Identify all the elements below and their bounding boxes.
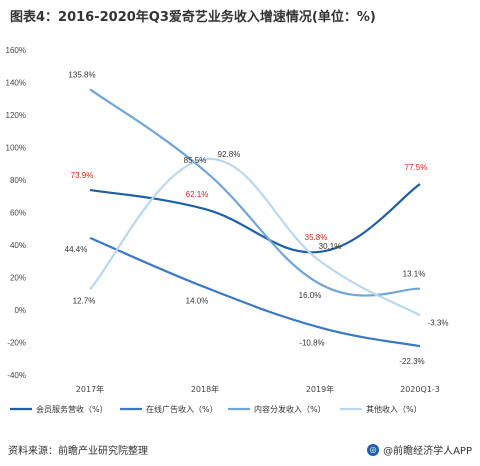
x-tick-label: 2020Q1-3 xyxy=(400,385,440,394)
data-label: 73.9% xyxy=(71,171,94,180)
y-tick-label: 120% xyxy=(6,111,26,120)
y-tick-label: 100% xyxy=(6,144,26,153)
brand-note: ◎ @前瞻经济学人APP xyxy=(367,442,472,457)
series-line-0 xyxy=(89,183,421,254)
chart-title: 图表4：2016-2020年Q3爱奇艺业务收入增速情况(单位：%) xyxy=(10,10,376,25)
data-label: 62.1% xyxy=(186,190,209,199)
brand-text: @前瞻经济学人APP xyxy=(383,446,472,457)
legend-label-2: 内容分发收入（%） xyxy=(254,404,326,414)
x-tick-label: 2018年 xyxy=(191,384,219,394)
x-tick-label: 2019年 xyxy=(306,384,334,394)
data-label: -3.3% xyxy=(428,318,449,327)
brand-logo-icon: ◎ xyxy=(367,443,380,456)
data-label: 85.5% xyxy=(184,156,207,165)
series-line-3 xyxy=(89,158,421,317)
data-label: 44.4% xyxy=(65,245,88,254)
y-tick-label: 160% xyxy=(6,46,26,55)
y-tick-label: 60% xyxy=(10,209,26,218)
y-tick-label: 40% xyxy=(10,241,26,250)
legend-label-1: 在线广告收入（%） xyxy=(146,404,218,414)
y-tick-label: 140% xyxy=(6,79,26,88)
data-label: 30.1% xyxy=(319,242,342,251)
data-label: 16.0% xyxy=(299,291,322,300)
source-note: 资料来源：前瞻产业研究院整理 xyxy=(8,446,148,457)
x-tick-label: 2017年 xyxy=(76,384,104,394)
data-label: -22.3% xyxy=(399,357,424,366)
data-label: 77.5% xyxy=(405,163,428,172)
data-label: 13.1% xyxy=(403,270,426,279)
y-tick-label: 80% xyxy=(10,176,26,185)
data-label: 135.8% xyxy=(68,70,95,79)
y-tick-label: 20% xyxy=(10,274,26,283)
y-tick-label: 0% xyxy=(14,306,26,315)
line-chart: -40% -20% 0% 20% 40% 60% 80% 100% 120% 140% 160% 20… xyxy=(6,46,449,414)
data-label: 12.7% xyxy=(73,296,96,305)
data-label: 92.8% xyxy=(218,150,241,159)
series-line-1 xyxy=(89,236,421,348)
data-label: 35.8% xyxy=(305,233,328,242)
data-label: 14.0% xyxy=(186,296,209,305)
legend-label-3: 其他收入（%） xyxy=(366,404,422,414)
series-line-2 xyxy=(89,88,421,297)
legend-label-0: 会员服务营收（%） xyxy=(36,404,108,414)
y-tick-label: -20% xyxy=(7,339,26,348)
data-label: -10.8% xyxy=(299,339,324,348)
y-tick-label: -40% xyxy=(7,371,26,380)
